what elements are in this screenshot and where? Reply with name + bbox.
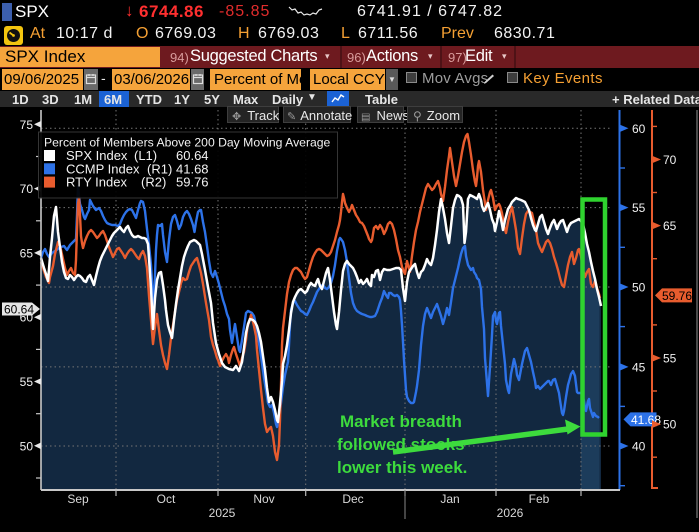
svg-text:60.64: 60.64 — [4, 303, 34, 317]
svg-text:70: 70 — [663, 153, 677, 167]
svg-text:75: 75 — [20, 118, 34, 132]
svg-text:41.68: 41.68 — [176, 161, 209, 176]
svg-text:(R2): (R2) — [141, 175, 166, 190]
svg-text:(R1): (R1) — [147, 161, 172, 176]
svg-text:Nov: Nov — [253, 492, 274, 506]
svg-text:50: 50 — [632, 281, 646, 295]
svg-text:45: 45 — [632, 360, 646, 374]
svg-text:Percent of Members Above 200 D: Percent of Members Above 200 Day Moving … — [44, 136, 331, 150]
svg-text:60: 60 — [632, 122, 646, 136]
svg-text:65: 65 — [663, 219, 677, 233]
svg-text:60.64: 60.64 — [176, 148, 209, 163]
svg-text:50: 50 — [663, 418, 677, 432]
svg-text:CCMP Index: CCMP Index — [66, 161, 140, 176]
svg-text:SPX Index: SPX Index — [66, 148, 128, 163]
svg-text:RTY Index: RTY Index — [66, 175, 127, 190]
svg-text:Market breadth: Market breadth — [340, 412, 462, 431]
svg-text:followed stocks: followed stocks — [337, 435, 465, 454]
svg-text:Oct: Oct — [157, 492, 176, 506]
svg-text:59.76: 59.76 — [176, 175, 209, 190]
svg-text:Sep: Sep — [67, 492, 89, 506]
svg-text:55: 55 — [632, 201, 646, 215]
svg-text:59.76: 59.76 — [662, 289, 692, 303]
svg-text:55: 55 — [663, 352, 677, 366]
svg-text:(L1): (L1) — [134, 148, 157, 163]
svg-text:65: 65 — [20, 246, 34, 260]
svg-text:lower this week.: lower this week. — [337, 458, 467, 477]
svg-text:2025: 2025 — [209, 506, 236, 520]
svg-text:50: 50 — [20, 439, 34, 453]
svg-text:40: 40 — [632, 440, 646, 454]
svg-text:70: 70 — [20, 182, 34, 196]
svg-text:2026: 2026 — [497, 506, 524, 520]
svg-text:Feb: Feb — [529, 492, 550, 506]
svg-text:Jan: Jan — [440, 492, 459, 506]
svg-text:55: 55 — [20, 375, 34, 389]
svg-text:Dec: Dec — [342, 492, 363, 506]
